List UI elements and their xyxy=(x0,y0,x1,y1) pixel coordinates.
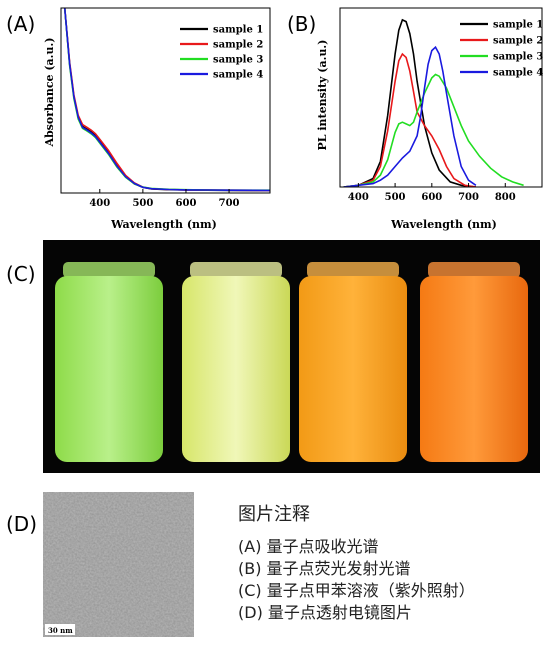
absorbance-legend-label-4: sample 4 xyxy=(213,70,263,81)
absorbance-xlabel: Wavelength (nm) xyxy=(110,218,217,231)
caption-line-d: (D) 量子点透射电镜图片 xyxy=(238,603,412,622)
pl-legend-label-3: sample 3 xyxy=(493,52,543,63)
scale-bar-box xyxy=(45,624,75,635)
absorbance-legend-label-1: sample 1 xyxy=(213,25,263,36)
pl-xtick-label-5: 800 xyxy=(495,192,516,203)
pl-xtick-label-2: 500 xyxy=(385,192,406,203)
pl-series-line-1 xyxy=(343,18,476,187)
absorbance-chart: 400 500 600 700 sample 1 sample 2 sample 3 sam… xyxy=(43,7,271,231)
vials-illustration xyxy=(55,262,528,462)
scale-bar-label: 30 nm xyxy=(48,626,73,635)
pl-ylabel: PL intensity (a.u.) xyxy=(316,40,329,151)
absorbance-legend-label-2: sample 2 xyxy=(213,40,263,51)
panel-label-b: (B) xyxy=(287,12,317,36)
panel-label-a: (A) xyxy=(6,12,36,36)
absorbance-series-line-4 xyxy=(63,8,270,192)
pl-xlabel: Wavelength (nm) xyxy=(390,218,497,231)
absorbance-ylabel: Absorbance (a.u.) xyxy=(43,37,56,147)
tem-micrograph: 30 nm xyxy=(43,492,194,637)
pl-legend-label-1: sample 1 xyxy=(493,20,543,31)
pl-series-line-3 xyxy=(343,73,524,187)
pl-xtick-label-4: 700 xyxy=(458,192,479,203)
quantum-dot-vials-photo xyxy=(43,240,540,473)
pl-legend-label-4: sample 4 xyxy=(493,68,543,79)
absorbance-xtick-label-3: 600 xyxy=(176,198,197,209)
pl-plot-frame xyxy=(339,7,543,188)
vial-1 xyxy=(55,262,163,462)
vial-4 xyxy=(420,262,528,462)
figure-captions: 图片注释 (A) 量子点吸收光谱 (B) 量子点荧光发射光谱 (C) 量子点甲苯… xyxy=(238,500,475,624)
caption-line-b: (B) 量子点荧光发射光谱 xyxy=(238,559,411,578)
pl-chart: 400 500 600 700 800 sample 1 sample 2 sample 3… xyxy=(316,7,543,231)
absorbance-plot-frame xyxy=(60,7,271,194)
vial-2 xyxy=(182,262,290,462)
pl-series-line-4 xyxy=(343,45,477,187)
vial-3 xyxy=(299,262,407,462)
panel-label-d: (D) xyxy=(6,512,38,536)
caption-title: 图片注释 xyxy=(238,504,310,525)
absorbance-xtick-label-4: 700 xyxy=(219,198,240,209)
caption-line-a: (A) 量子点吸收光谱 xyxy=(238,537,379,556)
pl-xtick-label-1: 400 xyxy=(348,192,369,203)
pl-legend-label-2: sample 2 xyxy=(493,36,543,47)
pl-series-line-2 xyxy=(343,52,477,187)
absorbance-xtick-label-2: 500 xyxy=(132,198,153,209)
absorbance-legend-label-3: sample 3 xyxy=(213,55,263,66)
caption-line-c: (C) 量子点甲苯溶液（紫外照射） xyxy=(238,581,475,600)
pl-xtick-label-3: 600 xyxy=(421,192,442,203)
panel-label-c: (C) xyxy=(6,262,36,286)
absorbance-xtick-label-1: 400 xyxy=(89,198,110,209)
